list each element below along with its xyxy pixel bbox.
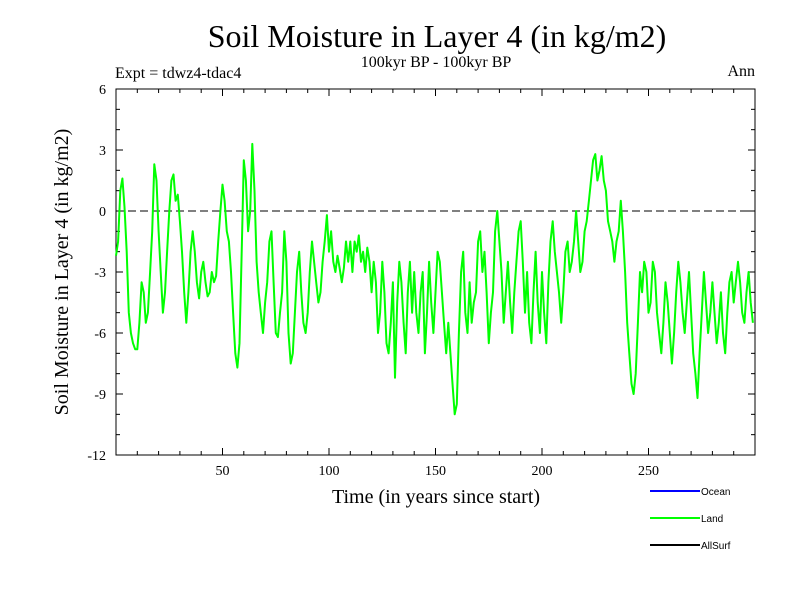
y-tick-label: -9 — [94, 388, 106, 403]
plot-area: 6 3 0 -3 -6 -9 -12 50 100 150 200 250 — [87, 83, 756, 479]
y-tick-label: 0 — [99, 205, 106, 220]
x-tick-label: 50 — [216, 464, 230, 479]
experiment-label: Expt = tdwz4-tdac4 — [115, 65, 241, 82]
y-tick-label: -3 — [94, 266, 106, 281]
x-tick-label: 150 — [425, 464, 446, 479]
chart-title: Soil Moisture in Layer 4 (in kg/m2) — [208, 18, 667, 54]
legend-label-land: Land — [701, 514, 723, 525]
y-tick-label: -12 — [87, 449, 106, 464]
x-tick-label: 100 — [319, 464, 340, 479]
legend: Ocean Land AllSurf — [650, 487, 731, 552]
y-tick-label: 6 — [99, 83, 106, 98]
legend-label-allsurf: AllSurf — [701, 541, 731, 552]
x-tick-label: 250 — [638, 464, 659, 479]
x-axis-label: Time (in years since start) — [332, 486, 540, 508]
x-tick-label: 200 — [532, 464, 553, 479]
legend-label-ocean: Ocean — [701, 487, 730, 498]
y-axis-label: Soil Moisture in Layer 4 (in kg/m2) — [51, 129, 73, 416]
chart-subtitle: 100kyr BP - 100kyr BP — [361, 54, 512, 71]
y-tick-label: -6 — [94, 327, 106, 342]
series-line-land — [115, 142, 754, 416]
y-tick-label: 3 — [99, 144, 106, 159]
season-label: Ann — [727, 63, 755, 80]
